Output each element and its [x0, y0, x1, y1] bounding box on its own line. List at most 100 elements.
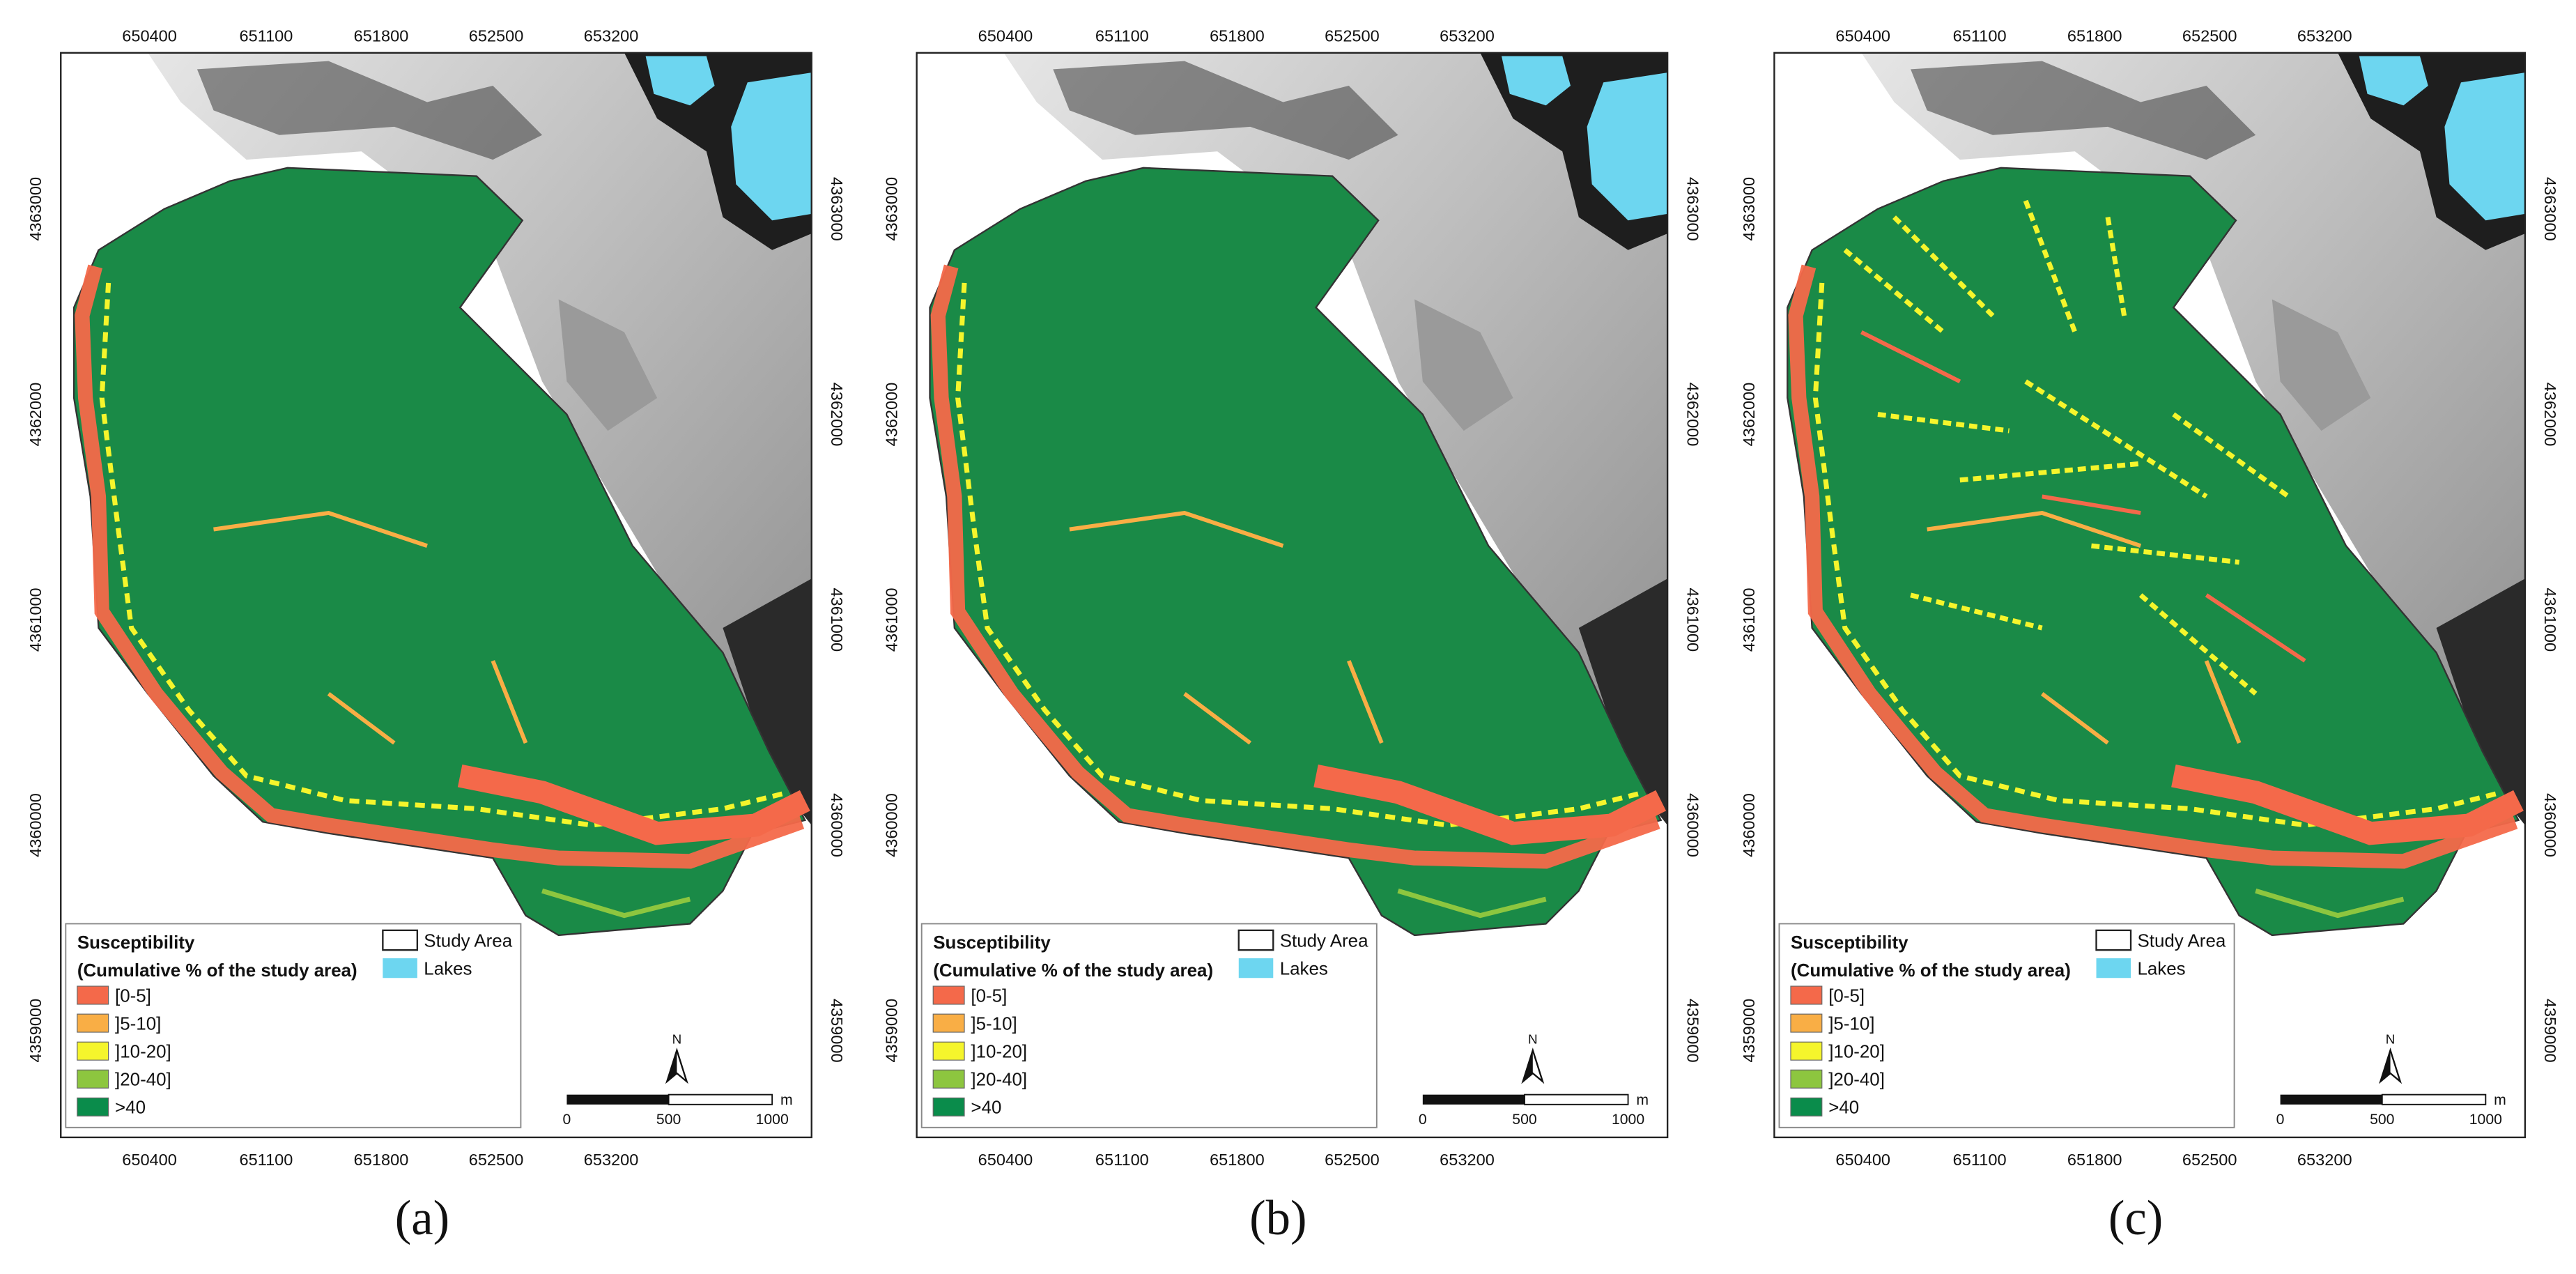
x-coordinate: 652500	[469, 26, 524, 45]
legend-label: >40	[115, 1098, 146, 1118]
y-coordinate: 4360000	[882, 793, 900, 857]
map-frame	[916, 52, 1669, 1139]
legend-swatch	[77, 1013, 109, 1033]
scale-bar	[668, 1093, 773, 1105]
x-coordinate: 653200	[2297, 26, 2352, 45]
y-coordinate: 4360000	[1683, 793, 1702, 857]
y-coordinate: 4363000	[882, 177, 900, 241]
legend-swatch	[932, 1013, 965, 1033]
legend-swatch	[1790, 1041, 1823, 1061]
y-coordinate: 4359000	[828, 999, 846, 1063]
y-coordinate: 4360000	[2541, 793, 2559, 857]
y-coordinate: 4362000	[2541, 383, 2559, 447]
scale-label: 1000	[2469, 1112, 2502, 1128]
legend-swatch	[932, 985, 965, 1005]
x-coordinate: 650400	[122, 1151, 177, 1169]
y-coordinate: 4359000	[2541, 999, 2559, 1063]
legend-box	[1778, 923, 2235, 1128]
legend-label: [0-5]	[115, 986, 151, 1006]
y-coordinate: 4362000	[1740, 383, 1758, 447]
x-coordinate: 651800	[1210, 1151, 1265, 1169]
x-coordinate: 652500	[2182, 1151, 2237, 1169]
y-coordinate: 4362000	[1683, 383, 1702, 447]
scale-label: 500	[656, 1112, 681, 1128]
legend-label: >40	[1828, 1098, 1859, 1118]
map-panel: 650400 650400 651100 651100 651800 651800 6525…	[26, 26, 846, 1245]
scale-label: 0	[1419, 1112, 1427, 1128]
y-coordinate: 4359000	[26, 999, 45, 1063]
scale-unit: m	[1636, 1092, 1649, 1108]
x-coordinate: 652500	[1325, 26, 1380, 45]
legend-label: ]20-40]	[1828, 1070, 1885, 1090]
y-coordinate: 4361000	[828, 588, 846, 652]
y-coordinate: 4362000	[882, 383, 900, 447]
map-frame	[60, 52, 812, 1139]
x-coordinate: 651800	[354, 26, 409, 45]
y-coordinate: 4363000	[828, 177, 846, 241]
legend-title: Susceptibility	[933, 933, 1051, 953]
x-coordinate: 650400	[122, 26, 177, 45]
map-panel: 650400 650400 651100 651100 651800 651800 6525…	[1740, 26, 2559, 1245]
x-coordinate: 653200	[2297, 1151, 2352, 1169]
legend-label: >40	[971, 1098, 1001, 1118]
x-coordinate: 650400	[1835, 1151, 1890, 1169]
x-coordinate: 651800	[2067, 1151, 2122, 1169]
scale-bar	[2381, 1093, 2487, 1105]
legend-swatch	[1790, 985, 1823, 1005]
legend-subtitle: (Cumulative % of the study area)	[77, 961, 357, 981]
scale-unit: m	[2494, 1092, 2506, 1108]
y-coordinate: 4362000	[26, 383, 45, 447]
legend-label: ]5-10]	[115, 1015, 161, 1034]
x-coordinate: 653200	[584, 1151, 639, 1169]
y-coordinate: 4361000	[882, 588, 900, 652]
legend-swatch	[932, 1041, 965, 1061]
panel-label: (a)	[395, 1191, 450, 1245]
legend-subtitle: (Cumulative % of the study area)	[1791, 961, 2071, 981]
panel-label: (b)	[1249, 1191, 1306, 1245]
x-coordinate: 652500	[469, 1151, 524, 1169]
y-coordinate: 4361000	[1683, 588, 1702, 652]
x-coordinate: 651100	[1953, 26, 2007, 45]
legend-subtitle: (Cumulative % of the study area)	[933, 961, 1213, 981]
y-coordinate: 4361000	[1740, 588, 1758, 652]
x-coordinate: 651800	[354, 1151, 409, 1169]
north-label: N	[1528, 1032, 1538, 1047]
x-coordinate: 652500	[2182, 26, 2237, 45]
x-coordinate: 653200	[1440, 1151, 1495, 1169]
legend-swatch	[77, 1097, 109, 1116]
legend-swatch	[382, 929, 419, 951]
legend-swatch	[1790, 1013, 1823, 1033]
x-coordinate: 653200	[584, 26, 639, 45]
legend-title: Susceptibility	[77, 933, 195, 953]
legend-label: Study Area	[424, 931, 512, 951]
x-coordinate: 651100	[240, 26, 293, 45]
legend-label: Lakes	[2137, 960, 2185, 979]
scale-unit: m	[780, 1092, 793, 1108]
legend-title: Susceptibility	[1791, 933, 1908, 953]
scale-bar	[566, 1094, 669, 1105]
north-label: N	[2386, 1032, 2396, 1047]
map-frame	[1773, 52, 2527, 1139]
legend-label: ]10-20]	[1828, 1043, 1885, 1062]
legend-swatch	[1790, 1069, 1823, 1089]
legend-box	[920, 923, 1378, 1128]
y-coordinate: 4363000	[26, 177, 45, 241]
y-coordinate: 4361000	[2541, 588, 2559, 652]
y-coordinate: 4360000	[26, 793, 45, 857]
x-coordinate: 652500	[1325, 1151, 1380, 1169]
map-panel: 650400 650400 651100 651100 651800 651800 6525…	[882, 26, 1702, 1245]
legend-swatch	[1238, 958, 1274, 978]
north-arrow	[667, 1050, 677, 1082]
x-coordinate: 650400	[1835, 26, 1890, 45]
y-coordinate: 4360000	[828, 793, 846, 857]
scale-bar	[1524, 1093, 1629, 1105]
legend-label: ]10-20]	[971, 1043, 1027, 1062]
legend-swatch	[932, 1069, 965, 1089]
legend-swatch	[932, 1097, 965, 1116]
legend-swatch	[2096, 958, 2131, 978]
x-coordinate: 651100	[1095, 1151, 1149, 1169]
x-coordinate: 651100	[1953, 1151, 2007, 1169]
legend-swatch	[77, 1069, 109, 1089]
